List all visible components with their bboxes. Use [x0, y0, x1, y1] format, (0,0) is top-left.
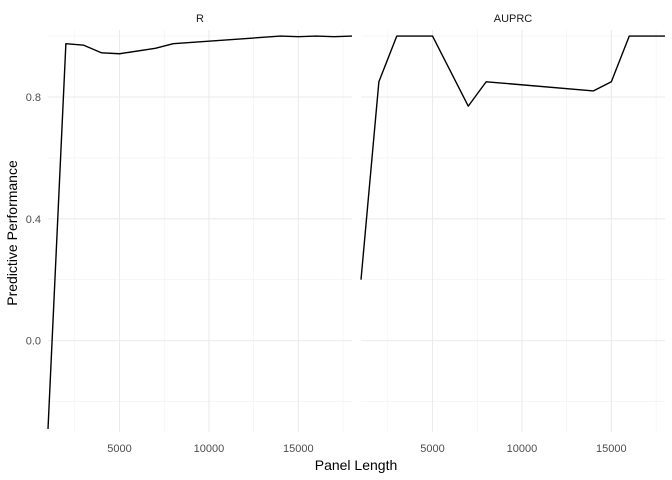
x-tick-label: 10000: [194, 443, 225, 455]
x-tick-label: 5000: [107, 443, 131, 455]
y-tick-labels: 0.0 0.4 0.8: [26, 92, 41, 348]
y-tick-label: 0.4: [26, 214, 41, 226]
y-tick-label: 0.8: [26, 92, 41, 104]
series-line-auprc: [360, 35, 665, 280]
x-tick-label: 15000: [283, 443, 314, 455]
facet-panel-auprc: 5000 10000 15000 AUPRC: [360, 13, 665, 455]
facet-title: AUPRC: [494, 13, 533, 25]
panels-layer: 5000 10000 15000 R 5000 10000 15000 AUPRC: [47, 13, 665, 455]
facet-panel-r: 5000 10000 15000 R: [47, 13, 353, 455]
y-tick-label: 0.0: [26, 336, 41, 348]
series-line-r: [47, 35, 353, 429]
x-axis-title: Panel Length: [315, 457, 398, 473]
x-tick-label: 15000: [596, 443, 627, 455]
x-tick-label: 5000: [420, 443, 444, 455]
facet-title: R: [196, 13, 204, 25]
x-tick-label: 10000: [507, 443, 538, 455]
y-axis-title: Predictive Performance: [4, 160, 20, 306]
